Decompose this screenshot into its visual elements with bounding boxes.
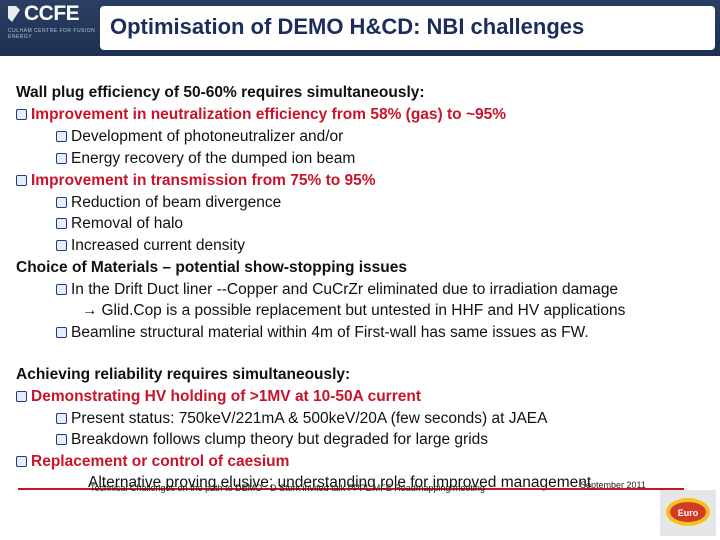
bullet-energy-recovery: Energy recovery of the dumped ion beam — [56, 150, 355, 168]
checkbox-bullet-icon — [56, 284, 67, 295]
checkbox-bullet-icon — [56, 197, 67, 208]
footer-date: September 2011 — [580, 480, 646, 490]
bullet-present-status: Present status: 750keV/221mA & 500keV/20… — [56, 410, 547, 428]
checkbox-bullet-icon — [16, 109, 27, 120]
checkbox-bullet-icon — [56, 327, 67, 338]
arrow-right-icon: → — [82, 302, 98, 319]
bullet-current-density: Increased current density — [56, 237, 245, 255]
eurofusion-logo-icon: Euro — [660, 490, 716, 536]
bullet-breakdown: Breakdown follows clump theory but degra… — [56, 431, 488, 449]
bullet-halo: Removal of halo — [56, 215, 183, 233]
checkbox-bullet-icon — [56, 413, 67, 424]
bullet-photoneutralizer: Development of photoneutralizer and/or — [56, 128, 343, 146]
bullet-neutralization: Improvement in neutralization efficiency… — [16, 106, 506, 124]
header-bar: CCFE CULHAM CENTRE FOR FUSION ENERGY Opt… — [0, 0, 720, 56]
checkbox-bullet-icon — [56, 218, 67, 229]
logo-subtitle: CULHAM CENTRE FOR FUSION ENERGY — [8, 28, 96, 40]
bullet-divergence: Reduction of beam divergence — [56, 194, 281, 212]
checkbox-bullet-icon — [56, 240, 67, 251]
footer-divider — [18, 488, 684, 490]
checkbox-bullet-icon — [56, 131, 67, 142]
logo-text: CCFE — [24, 2, 80, 25]
bullet-drift-duct: In the Drift Duct liner --Copper and CuC… — [56, 281, 618, 299]
bullet-hv-holding: Demonstrating HV holding of >1MV at 10-5… — [16, 388, 421, 406]
heading-reliability: Achieving reliability requires simultane… — [16, 366, 351, 383]
checkbox-bullet-icon — [56, 434, 67, 445]
ccfe-logo: CCFE CULHAM CENTRE FOR FUSION ENERGY — [4, 2, 100, 52]
heading-materials: Choice of Materials – potential show-sto… — [16, 259, 408, 276]
slide-title: Optimisation of DEMO H&CD: NBI challenge… — [110, 14, 585, 39]
bullet-glidcop: → Glid.Cop is a possible replacement but … — [82, 302, 626, 319]
bullet-caesium: Replacement or control of caesium — [16, 453, 289, 471]
heading-wall-plug: Wall plug efficiency of 50-60% requires … — [16, 84, 425, 101]
euro-logo-text: Euro — [678, 508, 699, 518]
title-background — [100, 6, 715, 50]
checkbox-bullet-icon — [16, 391, 27, 402]
checkbox-bullet-icon — [56, 153, 67, 164]
bullet-transmission: Improvement in transmission from 75% to … — [16, 172, 376, 190]
footer-citation: Technical Challenges on the path to DEMO… — [90, 483, 485, 493]
checkbox-bullet-icon — [16, 175, 27, 186]
line-alternative-proving: Alternative proving elusive; understandi… — [88, 474, 592, 491]
ccfe-logo-mark-icon — [8, 6, 20, 22]
bullet-beamline-material: Beamline structural material within 4m o… — [56, 324, 589, 342]
checkbox-bullet-icon — [16, 456, 27, 467]
